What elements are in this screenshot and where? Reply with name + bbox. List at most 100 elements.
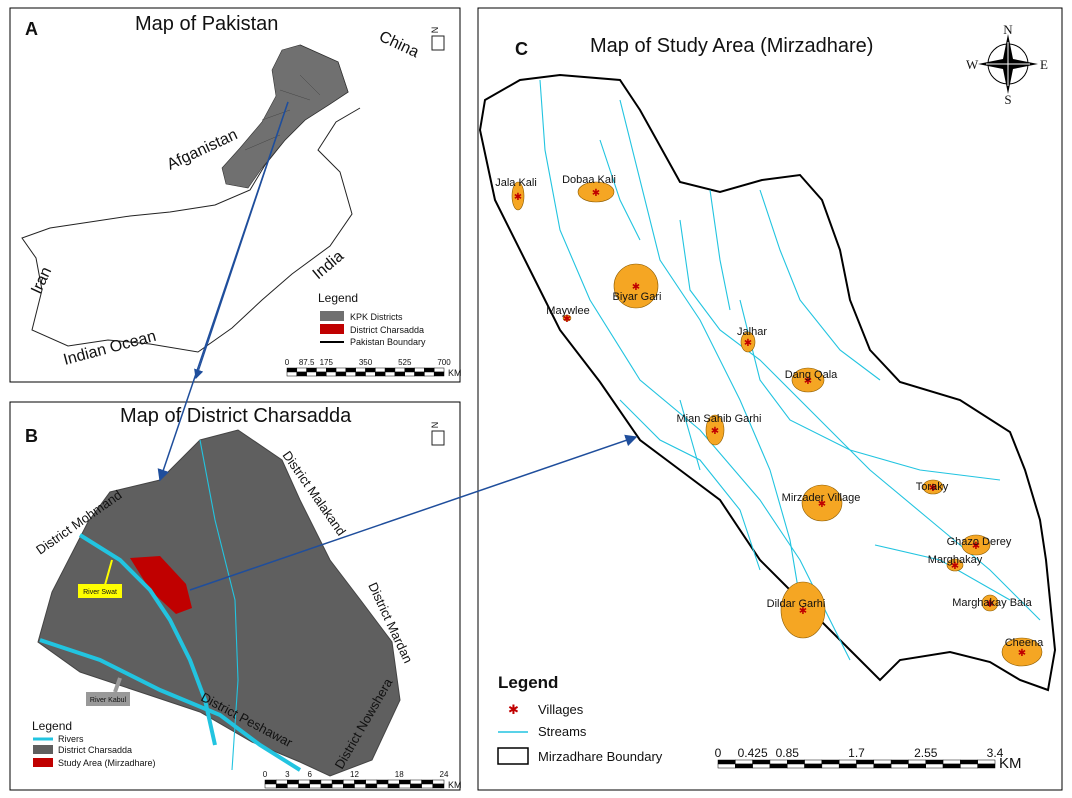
scale-label: 0: [263, 770, 268, 779]
scale-label: 6: [308, 770, 313, 779]
scale-segment: [326, 367, 337, 373]
village-label: Maywlee: [546, 305, 589, 317]
scale-segment: [384, 371, 396, 377]
scale-segment: [320, 783, 333, 789]
connector-arrow: [194, 101, 289, 380]
stream: [619, 399, 761, 571]
scale-segment: [355, 371, 366, 377]
compass-label: W: [966, 57, 979, 72]
scale-segment: [316, 367, 327, 373]
panel-label: A: [25, 19, 38, 39]
panel-title: Map of Study Area (Mirzadhare): [590, 35, 873, 57]
scale-label: 0: [715, 746, 722, 760]
village-area: [562, 314, 572, 322]
scale-segment: [410, 783, 422, 789]
scale-segment: [275, 779, 288, 785]
scale-segment: [838, 763, 857, 769]
scale-segment: [286, 367, 298, 373]
legend-swatch: ✱: [508, 702, 519, 717]
scale-segment: [331, 779, 344, 785]
village-marker: ✱: [744, 338, 752, 349]
scale-segment: [873, 763, 892, 769]
callout-box: [78, 584, 122, 598]
scale-label: 350: [359, 358, 373, 367]
scale-segment: [804, 763, 823, 769]
compass-label: S: [1004, 92, 1011, 107]
scale-bar: 0 0.425 0.85 1.7 2.55 3.4KM: [715, 746, 1022, 772]
scale-segment: [343, 783, 355, 789]
village-marker: ✱: [929, 483, 937, 494]
scale-segment: [717, 763, 736, 769]
village-marker: ✱: [592, 188, 600, 199]
compass-rose: [978, 34, 1038, 94]
legend-title: Legend: [32, 719, 72, 733]
scale-segment: [908, 763, 926, 769]
scale-segment: [306, 371, 317, 377]
scale-segment: [769, 759, 788, 765]
scale-segment: [326, 371, 337, 377]
scale-segment: [298, 783, 310, 789]
village-label: Marghakay: [928, 554, 983, 566]
callout-pointer: [113, 677, 122, 693]
scale-segment: [421, 783, 434, 789]
village-area: [981, 594, 999, 612]
scale-segment: [735, 759, 753, 765]
scale-label: 12: [350, 770, 359, 779]
village-layer: ✱Jala Kali✱Dobaa Kali✱Biyar Gari✱Maywlee…: [495, 174, 1044, 667]
scale-segment: [942, 763, 961, 769]
callout-label: River Swat: [83, 589, 117, 596]
village-area: [511, 181, 525, 211]
panel-title: Map of District Charsadda: [120, 405, 352, 427]
scale-segment: [399, 783, 411, 789]
study-area: [130, 556, 192, 614]
scale-label: 700: [437, 358, 451, 367]
scale-segment: [960, 759, 978, 765]
scale-segment: [821, 759, 840, 765]
scale-segment: [306, 367, 317, 373]
scale-segment: [960, 763, 978, 769]
scale-segment: [735, 763, 753, 769]
village-marker: ✱: [711, 426, 719, 437]
scale-segment: [365, 779, 378, 785]
village-marker: ✱: [632, 282, 640, 293]
scale-segment: [873, 759, 892, 765]
north-symbol: [431, 430, 445, 446]
district-lines: [244, 74, 321, 151]
scale-segment: [433, 367, 445, 373]
village-area: [801, 484, 843, 522]
scale-segment: [296, 371, 307, 377]
scale-segment: [375, 367, 386, 373]
scale-label: 525: [398, 358, 412, 367]
scale-label: 3: [285, 770, 290, 779]
village-label: Mirzader Village: [782, 492, 861, 504]
village-marker: ✱: [972, 541, 980, 552]
scale-segment: [432, 779, 445, 785]
scale-segment: [365, 371, 376, 377]
scale-segment: [942, 759, 961, 765]
panel-label: C: [515, 39, 528, 59]
village-label: Ghazo Derey: [947, 536, 1012, 548]
village-area: [780, 581, 826, 639]
scale-segment: [376, 783, 389, 789]
legend-item: Mirzadhare Boundary: [538, 749, 663, 764]
kpk-districts: [221, 44, 349, 189]
callout-box: [86, 692, 130, 706]
scale-label: 1.7: [848, 746, 865, 760]
village-area: [1001, 637, 1043, 667]
scale-segment: [925, 759, 944, 765]
scale-segment: [345, 367, 356, 373]
legend-item: Villages: [538, 702, 584, 717]
scale-segment: [856, 759, 875, 765]
village-label: Marghakay Bala: [952, 597, 1032, 609]
scale-label: 0: [285, 358, 290, 367]
compass-label: E: [1040, 57, 1048, 72]
scale-segment: [320, 779, 333, 785]
scale-segment: [404, 371, 415, 377]
village-marker: ✱: [563, 314, 571, 325]
scale-segment: [287, 779, 299, 785]
scale-segment: [856, 763, 875, 769]
village-area: [922, 479, 944, 495]
village-marker: ✱: [818, 499, 826, 510]
scale-segment: [264, 783, 277, 789]
